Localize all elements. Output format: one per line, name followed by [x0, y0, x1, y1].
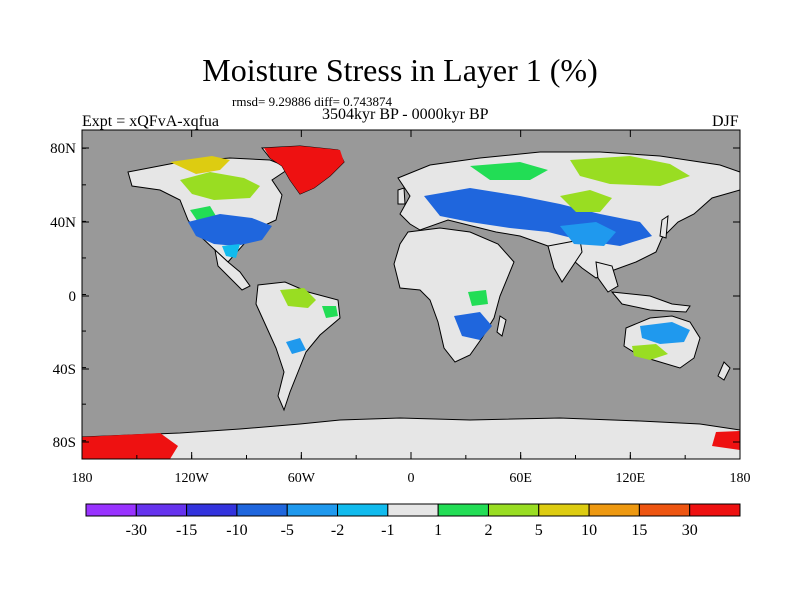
- colorbar-box: [487, 503, 540, 517]
- colorbar-box: [437, 503, 489, 517]
- east-asia-anomaly: [560, 190, 612, 212]
- southeast-asia-land: [595, 261, 619, 293]
- madagascar-land: [496, 315, 507, 337]
- central-america-land: [214, 248, 251, 291]
- colorbar-label: -10: [226, 522, 247, 539]
- colorbar-box: [135, 503, 188, 517]
- colorbar-label: -1: [381, 522, 394, 539]
- colorbar-box: [186, 503, 238, 517]
- mexico-anomaly: [222, 244, 240, 258]
- australia-south-anomaly: [632, 344, 668, 360]
- colorbar-box: [689, 503, 741, 517]
- new-zealand-land: [717, 361, 731, 381]
- british-isles-land: [397, 187, 406, 205]
- lon-label: 120E: [616, 471, 646, 486]
- antarctica-east-anomaly: [712, 431, 740, 450]
- colorbar-box: [588, 503, 640, 517]
- canada-anomaly: [180, 172, 260, 200]
- lat-label: 40N: [50, 215, 76, 231]
- lat-label: 80N: [50, 141, 76, 157]
- colorbar-box: [387, 503, 439, 517]
- colorbar-box: [337, 503, 389, 517]
- colorbar-label: 5: [535, 522, 543, 539]
- tibet-anomaly: [560, 222, 616, 246]
- lon-label: 0: [408, 471, 415, 486]
- amazon-anomaly: [280, 288, 316, 308]
- colorbar-box: [638, 503, 691, 517]
- colorbar-label: 2: [484, 522, 492, 539]
- colorbar-box: [85, 503, 137, 517]
- south-america-south-anomaly: [286, 338, 306, 354]
- colorbar-label: 10: [581, 522, 597, 539]
- colorbar-label: -2: [331, 522, 344, 539]
- colorbar-label: -15: [176, 522, 197, 539]
- lat-label: 40S: [53, 362, 76, 378]
- experiment-label: Expt = xQFvA-xqfua: [82, 113, 220, 130]
- map-axes: 80N 40N 0 40S 80S 180 120W 60W 0 60E 120E 180: [50, 130, 751, 486]
- arctic-canada-anomaly: [170, 156, 230, 174]
- lon-label: 60W: [288, 471, 316, 486]
- colorbar-box: [236, 503, 288, 517]
- season-label: DJF: [712, 113, 739, 130]
- indonesia-land: [610, 291, 691, 313]
- brazil-anomaly: [322, 306, 338, 318]
- colorbar-label: 15: [631, 522, 647, 539]
- colorbar-box: [286, 503, 339, 517]
- japan-land: [659, 215, 669, 239]
- colorbar: -30 -15 -10 -5 -2 -1 1 2 5 10 15 30: [85, 503, 741, 539]
- lon-label: 60E: [509, 471, 532, 486]
- colorbar-label: -5: [281, 522, 294, 539]
- greenland-anomaly: [264, 146, 344, 194]
- central-usa-anomaly: [188, 214, 272, 246]
- lat-label: 80S: [53, 435, 76, 451]
- rmsd-diff-text: rmsd= 9.29886 diff= 0.743874: [232, 94, 392, 109]
- colorbar-label: -30: [126, 522, 147, 539]
- australia-north-anomaly: [640, 322, 690, 344]
- lon-label: 120W: [175, 471, 210, 486]
- siberia-anomaly: [570, 156, 690, 186]
- antarctica-west-anomaly: [82, 433, 178, 459]
- lon-label: 180: [730, 471, 751, 486]
- lon-label: 180: [72, 471, 93, 486]
- period-subtitle: 3504kyr BP - 0000kyr BP: [322, 106, 489, 123]
- colorbar-label: 30: [682, 522, 698, 539]
- east-africa-anomaly: [468, 290, 488, 306]
- north-eurasia-anomaly: [470, 162, 548, 180]
- colorbar-label: 1: [434, 522, 442, 539]
- colorbar-box: [538, 503, 590, 517]
- southern-africa-anomaly: [454, 312, 492, 340]
- anomaly-fields: [82, 146, 740, 459]
- plot-title: Moisture Stress in Layer 1 (%): [202, 52, 598, 88]
- antarctica-land: [82, 417, 740, 459]
- lat-label: 0: [69, 289, 77, 305]
